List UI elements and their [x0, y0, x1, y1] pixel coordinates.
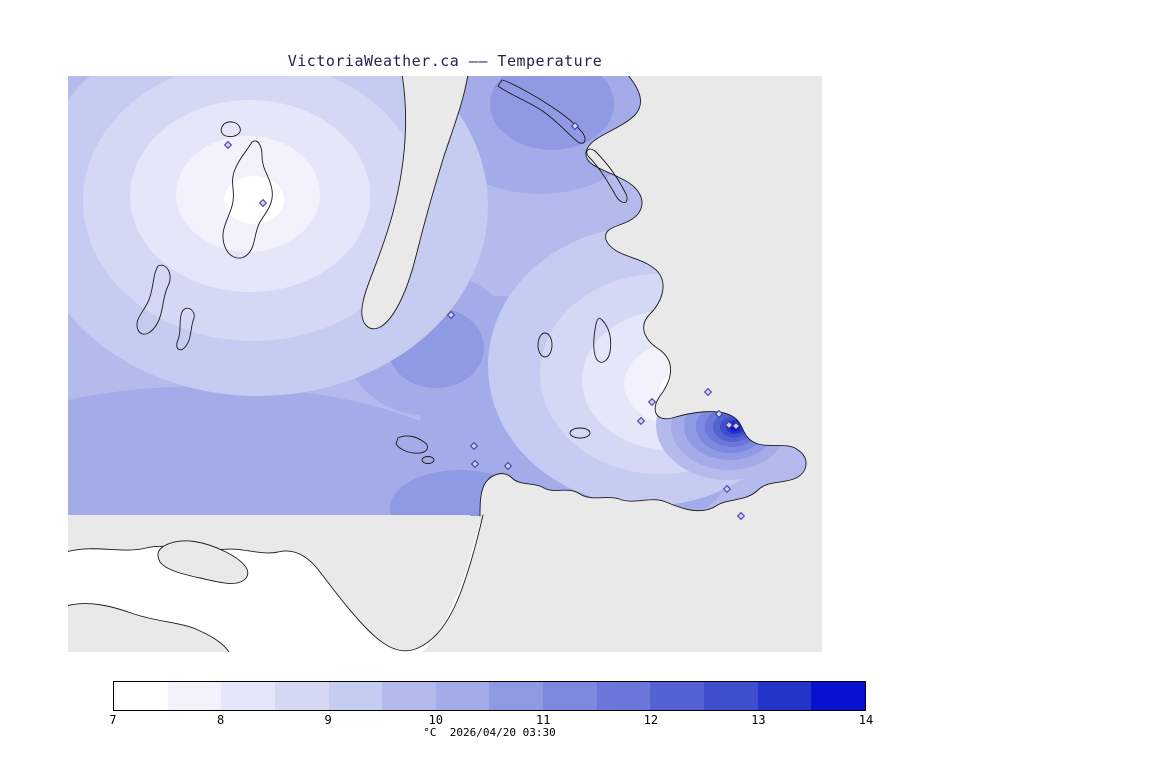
station-marker [722, 484, 732, 494]
island-outline [136, 264, 171, 335]
island-outline [395, 435, 428, 454]
lake-outline [537, 332, 553, 358]
colorbar-tick-label: 10 [428, 713, 443, 727]
islet-outline [421, 456, 435, 464]
station-marker [636, 416, 646, 426]
colorbar-segment [435, 682, 490, 710]
station-markers [223, 121, 746, 521]
temperature-colorbar [113, 681, 866, 711]
coastline [479, 76, 807, 517]
station-marker [731, 421, 741, 431]
island-outline [586, 148, 628, 203]
timestamp-label: 2026/04/20 03:30 [449, 726, 556, 739]
island-outline [222, 140, 273, 259]
colorbar-segment [650, 682, 705, 710]
station-marker [446, 310, 456, 320]
colorbar-tick-label: 13 [751, 713, 766, 727]
colorbar-segment [543, 682, 597, 710]
south-coastline [68, 514, 484, 652]
colorbar-segment [114, 682, 168, 710]
colorbar-segment [489, 682, 544, 710]
island-outline [176, 307, 195, 351]
station-marker [470, 459, 480, 469]
lake-outline [593, 317, 612, 363]
station-marker [570, 121, 580, 131]
colorbar-segment [274, 682, 329, 710]
station-marker [736, 511, 746, 521]
peninsula-outline [157, 540, 249, 584]
islet-outline [220, 121, 241, 137]
lake-outline [569, 427, 591, 439]
inlet-outline [361, 76, 469, 330]
colorbar-tick-label: 11 [536, 713, 551, 727]
temperature-map [68, 76, 822, 652]
colorbar-tick-label: 14 [858, 713, 874, 727]
colorbar-segment [221, 682, 275, 710]
temperature-map-svg [68, 76, 807, 652]
station-marker [258, 198, 268, 208]
units-label: °C [423, 726, 437, 739]
colorbar-tick-label: 12 [643, 713, 659, 727]
station-marker [469, 441, 479, 451]
island-outline [497, 79, 586, 144]
colorbar-caption: °C 2026/04/20 03:30 [113, 726, 866, 739]
station-marker [503, 461, 513, 471]
colorbar-tick-label: 7 [109, 713, 117, 727]
colorbar-segment [757, 682, 812, 710]
colorbar-tick-label: 8 [216, 713, 225, 727]
station-marker [724, 420, 734, 430]
colorbar-segment [328, 682, 383, 710]
southern-land-outline [68, 603, 230, 652]
station-marker [703, 387, 713, 397]
page-title: VictoriaWeather.ca —— Temperature [287, 52, 603, 70]
station-marker [223, 140, 233, 150]
station-marker [714, 409, 724, 419]
station-marker [647, 397, 657, 407]
colorbar-segment [704, 682, 758, 710]
colorbar-tick-label: 9 [324, 713, 332, 727]
colorbar-segment [596, 682, 651, 710]
colorbar-segment [811, 682, 865, 710]
colorbar-segment [382, 682, 436, 710]
colorbar-segment [167, 682, 222, 710]
